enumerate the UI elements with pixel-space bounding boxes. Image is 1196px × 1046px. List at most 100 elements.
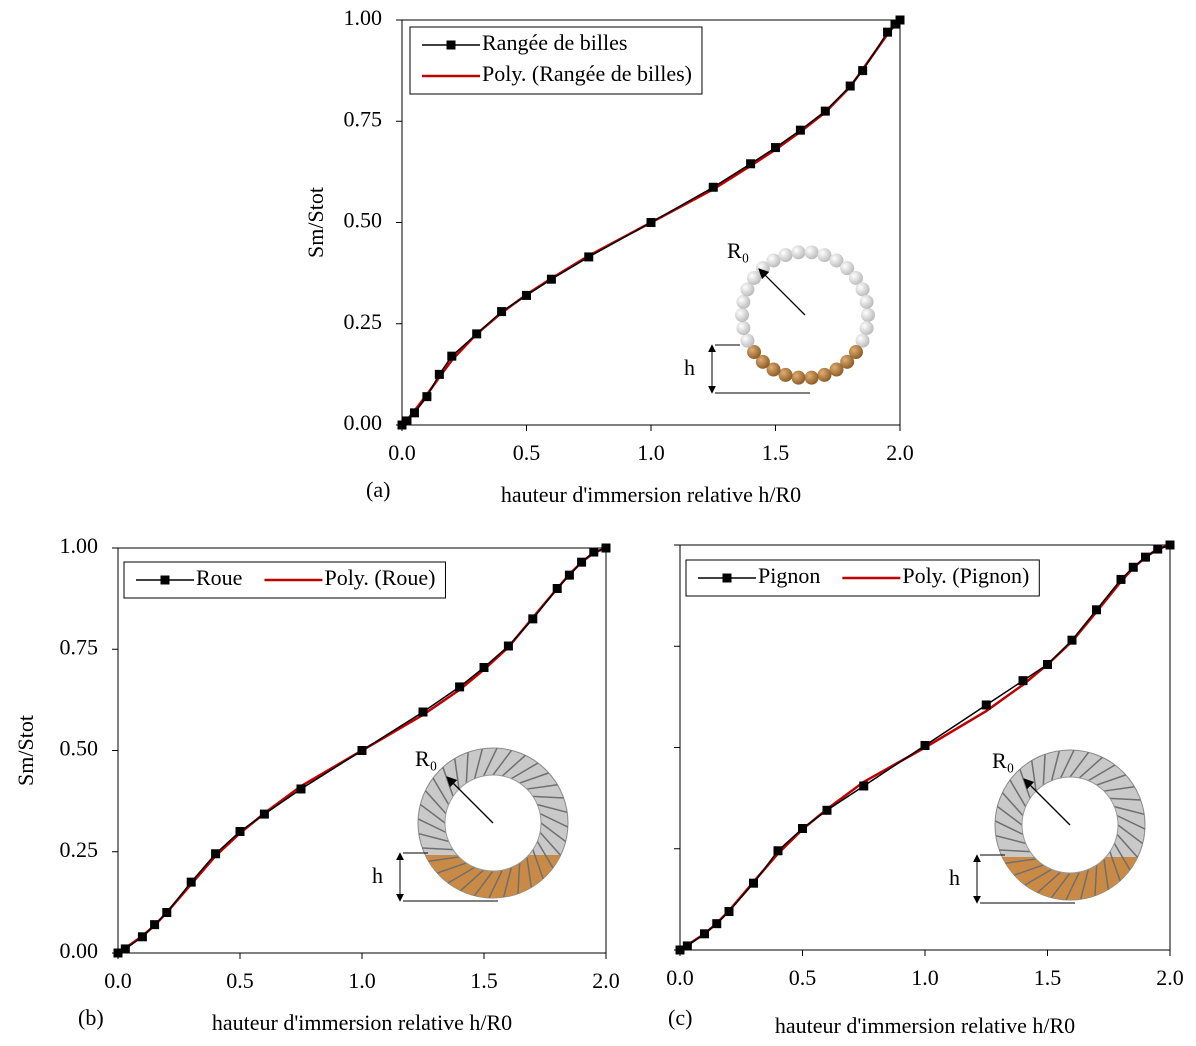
data-point xyxy=(447,351,457,361)
x-tick-label: 1.0 xyxy=(637,440,665,465)
gear-tooth xyxy=(532,849,544,880)
data-point xyxy=(409,408,419,418)
gear-tooth xyxy=(1042,754,1046,786)
data-point xyxy=(859,781,869,791)
panel-label: (b) xyxy=(78,1005,104,1030)
gear-tooth xyxy=(1065,871,1081,901)
ball xyxy=(735,308,749,322)
data-point xyxy=(700,929,709,939)
data-point xyxy=(708,182,718,192)
height-label: h xyxy=(372,863,383,888)
data-point xyxy=(895,15,905,25)
gear-tooth xyxy=(1103,785,1135,792)
gear-tooth xyxy=(1094,864,1098,896)
data-point xyxy=(296,784,306,794)
gear-tooth xyxy=(1079,869,1090,900)
data-point xyxy=(712,919,722,929)
ball xyxy=(829,253,844,268)
height-label: h xyxy=(949,865,960,890)
data-point xyxy=(522,290,531,300)
data-point xyxy=(771,143,780,153)
data-point xyxy=(186,877,196,887)
gear-tooth xyxy=(422,847,454,851)
gear-tooth xyxy=(447,866,476,884)
gear-tooth xyxy=(539,831,562,856)
data-point xyxy=(497,307,507,317)
radius-arrow xyxy=(758,268,806,316)
gear-tooth xyxy=(526,783,558,790)
ball xyxy=(791,245,806,260)
data-point xyxy=(724,907,734,917)
radius-arrow xyxy=(446,776,494,824)
data-point xyxy=(1018,676,1028,686)
legend-label: Poly. (Rangée de billes) xyxy=(482,61,692,86)
ball xyxy=(840,261,855,276)
data-point xyxy=(528,614,538,624)
legend-frame xyxy=(409,26,703,95)
data-point xyxy=(845,81,855,91)
ball xyxy=(859,321,874,336)
ball xyxy=(766,253,781,268)
y-tick-label: 0.00 xyxy=(344,410,383,435)
gear-tooth xyxy=(465,752,469,784)
data-point xyxy=(1067,635,1077,645)
gear-tooth xyxy=(424,790,447,815)
data-point xyxy=(795,125,805,135)
gear-tooth xyxy=(482,747,498,777)
ball xyxy=(747,345,762,360)
x-tick-label: 0.5 xyxy=(789,965,817,990)
ball xyxy=(817,248,832,263)
data-point xyxy=(455,682,465,692)
legend-label: Poly. (Roue) xyxy=(324,565,435,590)
data-point xyxy=(546,274,556,284)
gear-tooth xyxy=(428,856,460,863)
y-tick-label: 0.75 xyxy=(60,634,99,659)
data-point xyxy=(1141,552,1150,562)
data-point xyxy=(1165,540,1175,550)
gear-tooth xyxy=(519,772,550,784)
data-point xyxy=(773,846,783,856)
panel-label: (c) xyxy=(668,1005,692,1030)
gear-tooth xyxy=(1005,858,1037,865)
height-label: h xyxy=(684,355,695,380)
ball xyxy=(755,354,770,369)
data-point xyxy=(675,945,685,955)
x-tick-label: 1.5 xyxy=(470,968,498,993)
data-point xyxy=(422,392,432,402)
x-tick-label: 1.5 xyxy=(1034,965,1062,990)
data-point xyxy=(472,329,482,339)
inset: R₀ h xyxy=(684,238,875,394)
data-point xyxy=(682,941,692,951)
ball xyxy=(766,362,781,377)
gear-tooth xyxy=(540,822,567,843)
x-tick-label: 0.0 xyxy=(104,968,132,993)
gear-tooth xyxy=(1013,864,1044,876)
gear-tooth xyxy=(539,812,569,828)
gear-tooth xyxy=(536,840,554,869)
data-point xyxy=(858,66,868,76)
data-point xyxy=(820,106,830,116)
gear-tooth xyxy=(1116,814,1146,830)
x-tick-label: 1.0 xyxy=(911,965,939,990)
ball xyxy=(840,354,855,369)
data-point xyxy=(211,849,221,859)
data-point xyxy=(564,570,574,580)
gear-tooth xyxy=(1059,749,1075,779)
gear-tooth xyxy=(473,748,484,779)
gear-tooth xyxy=(432,777,450,806)
gear-tooth xyxy=(1103,858,1110,890)
data-point xyxy=(1128,562,1138,572)
legend-label: Rangée de billes xyxy=(482,30,627,55)
ball xyxy=(859,294,874,309)
data-point xyxy=(434,369,444,379)
legend: Roue Poly. (Roue) xyxy=(123,561,446,599)
data-point xyxy=(552,584,562,593)
gear-tooth xyxy=(1050,750,1061,781)
ball xyxy=(848,345,863,360)
data-point xyxy=(749,878,758,888)
gear-tooth xyxy=(1114,805,1145,816)
gear-tooth xyxy=(1069,751,1090,778)
ball xyxy=(736,294,751,309)
data-point xyxy=(259,809,269,819)
